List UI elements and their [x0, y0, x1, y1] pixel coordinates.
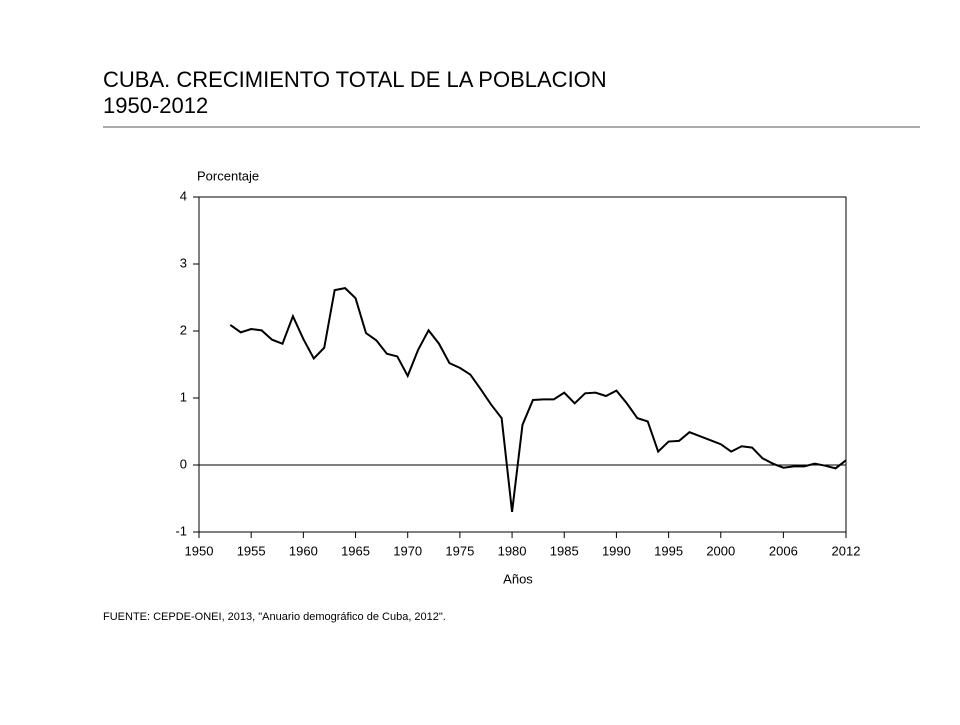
y-tick-label: 2: [180, 322, 187, 337]
source-note: FUENTE: CEPDE-ONEI, 2013, "Anuario demog…: [103, 611, 446, 623]
y-tick-label: 3: [180, 255, 187, 270]
chart-subtitle: 1950-2012: [103, 93, 208, 118]
x-tick-label: 1960: [289, 543, 318, 558]
plot-frame: [198, 196, 847, 533]
x-tick-label: 1965: [341, 543, 370, 558]
y-tick-label: 4: [180, 188, 187, 203]
x-tick-label: 1995: [654, 543, 683, 558]
x-tick-label: 1975: [445, 543, 474, 558]
x-tick-label: 1990: [602, 543, 631, 558]
x-tick-label: 1985: [550, 543, 579, 558]
x-tick-label: 1950: [185, 543, 214, 558]
x-tick-label: 1980: [498, 543, 527, 558]
x-tick-label: 1970: [393, 543, 422, 558]
x-tick-label: 2000: [706, 543, 735, 558]
y-tick-label: 1: [180, 389, 187, 404]
chart-title: CUBA. CRECIMIENTO TOTAL DE LA POBLACION: [103, 67, 607, 92]
y-axis-label: Porcentaje: [197, 168, 259, 183]
y-tick-label: 0: [180, 456, 187, 471]
x-tick-label: 2012: [832, 543, 861, 558]
x-tick-label: 1955: [237, 543, 266, 558]
x-tick-label: 2006: [769, 543, 798, 558]
x-axis-label: Años: [503, 571, 533, 586]
y-tick-label: -1: [175, 523, 187, 538]
data-line: [229, 287, 847, 513]
